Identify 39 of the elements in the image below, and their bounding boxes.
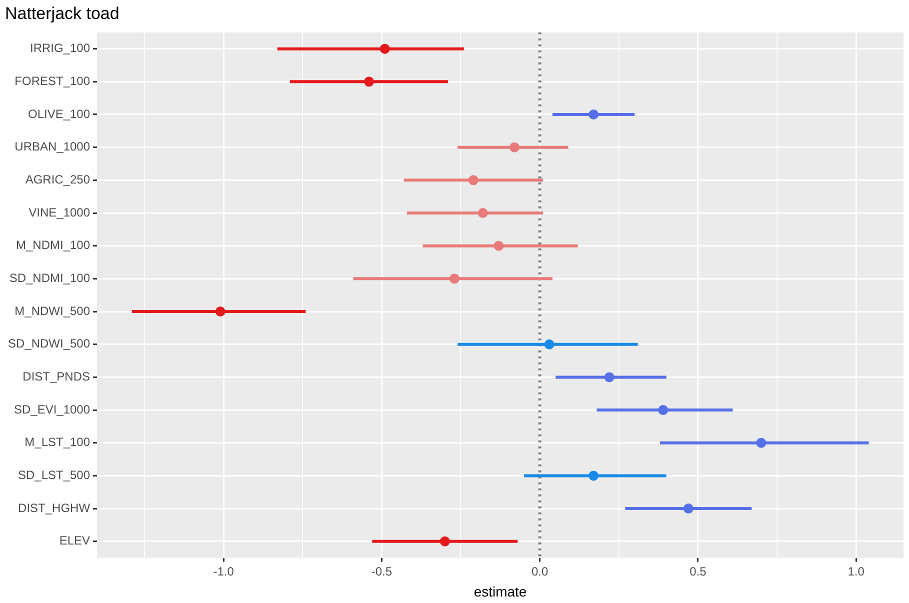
- point: [588, 109, 599, 120]
- point: [544, 339, 554, 350]
- y-tick-label: VINE_1000: [28, 205, 90, 220]
- point: [756, 438, 766, 448]
- y-tick-label: DIST_HGHW: [18, 500, 91, 515]
- point: [380, 44, 390, 54]
- y-tick-label: ELEV: [59, 534, 90, 548]
- y-tick-label: IRRIG_100: [30, 41, 90, 56]
- x-tick-label: 0.5: [690, 564, 707, 578]
- y-tick-label: SD_LST_500: [18, 468, 90, 482]
- point: [478, 208, 488, 218]
- point: [509, 142, 520, 152]
- y-tick-label: AGRIC_250: [25, 172, 90, 186]
- x-tick-label: -0.5: [371, 564, 392, 578]
- point: [449, 274, 460, 284]
- y-tick-label: URBAN_1000: [14, 140, 90, 154]
- y-tick-label: DIST_PNDS: [22, 370, 90, 384]
- x-tick-label: -1.0: [213, 564, 234, 578]
- x-tick-label: 1.0: [848, 564, 865, 578]
- point: [604, 372, 614, 382]
- y-tick-label: FOREST_100: [14, 74, 90, 88]
- y-tick-label: SD_NDWI_500: [8, 336, 90, 351]
- point: [588, 470, 599, 481]
- point: [683, 504, 694, 514]
- point: [468, 175, 478, 186]
- y-tick-label: M_NDWI_500: [14, 304, 90, 318]
- point: [658, 405, 668, 416]
- y-tick-label: M_NDMI_100: [16, 238, 90, 252]
- y-tick-label: SD_NDMI_100: [9, 270, 90, 285]
- x-tick-label: 0.0: [531, 564, 548, 578]
- point: [215, 306, 226, 317]
- point: [494, 240, 504, 251]
- y-tick-label: SD_EVI_1000: [14, 402, 90, 416]
- y-tick-label: OLIVE_100: [28, 106, 90, 121]
- point: [364, 76, 374, 87]
- y-tick-label: M_LST_100: [24, 435, 90, 450]
- chart-title: Natterjack toad: [5, 4, 120, 23]
- x-axis-title: estimate: [474, 583, 527, 600]
- point: [440, 536, 450, 546]
